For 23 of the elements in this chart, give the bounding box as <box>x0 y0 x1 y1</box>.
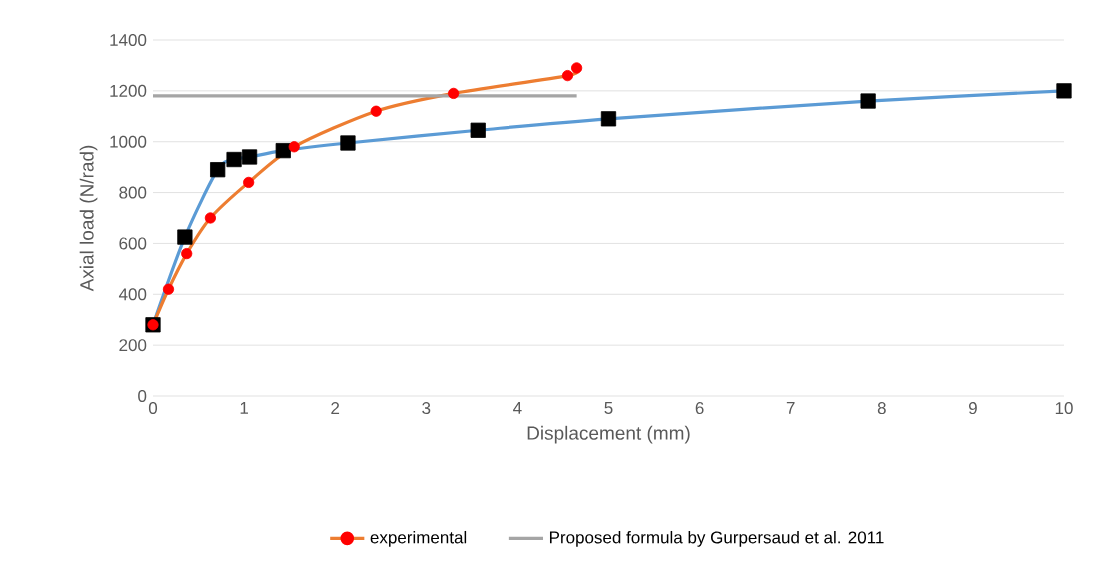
x-tick-label: 1 <box>240 402 248 414</box>
x-tick-label: 4 <box>513 402 522 414</box>
y-tick-label: 800 <box>119 186 147 199</box>
x-axis-title: Displacement (mm) <box>527 425 690 444</box>
x-tick-label: 5 <box>604 402 613 414</box>
x-tick-label: 10 <box>1055 402 1073 415</box>
y-tick-label: 600 <box>119 237 147 250</box>
y-tick-label: 1400 <box>110 34 147 47</box>
legend-label: experimental <box>370 530 467 547</box>
y-tick-label: 1200 <box>110 84 147 97</box>
y-tick-label: 200 <box>119 339 147 352</box>
x-tick-label: 2 <box>331 402 340 414</box>
x-tick-label: 3 <box>422 402 431 415</box>
y-tick-label: 1000 <box>110 135 147 148</box>
y-tick-label: 400 <box>118 288 147 301</box>
legend-label: Proposed formula by Gurpersaud et al. 2011 <box>549 530 884 547</box>
y-tick-label: 0 <box>138 390 147 403</box>
x-tick-label: 9 <box>968 402 977 415</box>
x-tick-label: 7 <box>786 402 795 414</box>
y-axis-title: Axial load (N/rad) <box>79 145 98 292</box>
x-tick-label: 8 <box>877 402 886 415</box>
x-tick-label: 0 <box>148 402 158 415</box>
x-tick-label: 6 <box>695 402 704 415</box>
